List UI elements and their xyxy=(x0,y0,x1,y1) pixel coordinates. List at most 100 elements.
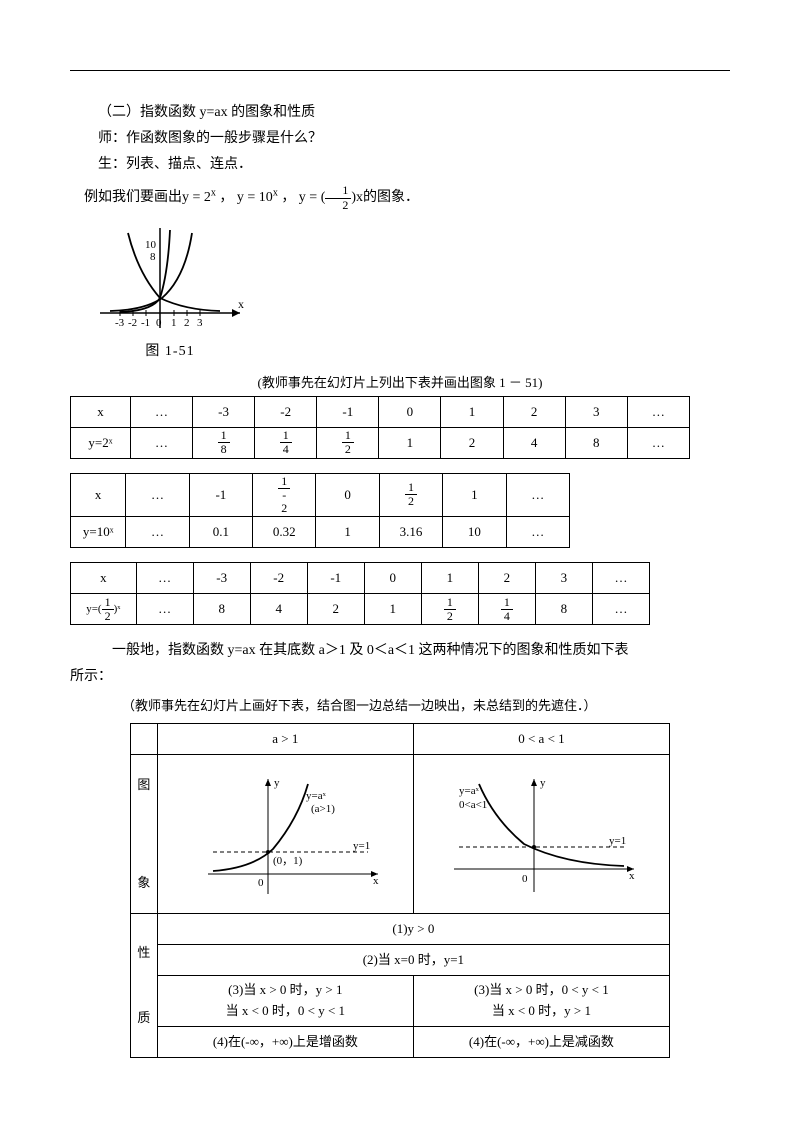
table-row: 性质 (1)y > 0 xyxy=(131,914,670,945)
side-prop-char2: 质 xyxy=(137,1010,150,1025)
example-text-4: )x的图象． xyxy=(351,190,419,205)
figure-caption: (教师事先在幻灯片上列出下表并画出图象 1 － 51) xyxy=(70,372,730,394)
cell: 0 xyxy=(316,473,379,517)
cell: -2 xyxy=(255,396,317,427)
svg-text:(0，1): (0，1) xyxy=(273,855,303,867)
table-halfx: x … -3 -2 -1 0 1 2 3 … y=(12)ˣ … 8 4 2 1… xyxy=(70,562,650,625)
cell: 8 xyxy=(535,594,592,625)
cell: … xyxy=(130,396,192,427)
cell: 8 xyxy=(193,594,250,625)
example-text-3: ， y = ( xyxy=(278,190,326,205)
cell-x-label: x xyxy=(71,396,131,427)
cell: 1 xyxy=(421,563,478,594)
table-10x: x … -1 1-2 0 12 1 … y=10ˣ … 0.1 0.32 1 3… xyxy=(70,473,570,549)
cell: … xyxy=(627,396,689,427)
svg-text:y=aˣ: y=aˣ xyxy=(306,790,327,802)
svg-text:0: 0 xyxy=(522,873,528,885)
cell: 2 xyxy=(478,563,535,594)
col-header-a-gt-1: a > 1 xyxy=(157,723,413,754)
cell: 10 xyxy=(443,517,506,548)
prop-row-4b: (4)在(-∞，+∞)上是减函数 xyxy=(413,1026,669,1057)
cell: -1 xyxy=(307,563,364,594)
svg-text:2: 2 xyxy=(184,317,190,329)
svg-text:x: x xyxy=(238,297,244,311)
prop-row-4a: (4)在(-∞，+∞)上是增函数 xyxy=(157,1026,413,1057)
table-row: y=2ˣ … 18 14 12 1 2 4 8 … xyxy=(71,427,690,458)
table-row: x … -3 -2 -1 0 1 2 3 … xyxy=(71,563,650,594)
prop-row-3b: (3)当 x > 0 时，0 < y < 1当 x < 0 时，y > 1 xyxy=(413,976,669,1027)
cell: 8 xyxy=(565,427,627,458)
general-note: （教师事先在幻灯片上画好下表，结合图一边总结一边映出，未总结到的先遮住．） xyxy=(96,695,730,717)
cell: 0.32 xyxy=(253,517,316,548)
cell: 18 xyxy=(193,427,255,458)
table-row: (2)当 x=0 时，y=1 xyxy=(131,945,670,976)
svg-text:1: 1 xyxy=(171,317,177,329)
prop-row-3a: (3)当 x > 0 时，y > 1当 x < 0 时，0 < y < 1 xyxy=(157,976,413,1027)
svg-text:x: x xyxy=(373,875,379,887)
svg-text:-2: -2 xyxy=(128,317,137,329)
svg-text:8: 8 xyxy=(150,251,156,263)
cell: … xyxy=(126,473,189,517)
figure-1-51: -3 -2 -1 0 1 2 3 x 10 8 图 1-51 xyxy=(90,218,250,364)
cell: 1 xyxy=(316,517,379,548)
cell: 2 xyxy=(441,427,503,458)
example-text-1: 例如我们要画出y = 2 xyxy=(84,190,211,205)
cell: … xyxy=(130,427,192,458)
example-line: 例如我们要画出y = 2x ， y = 10x ， y = (12)x的图象． xyxy=(70,184,730,211)
table-row: a > 1 0 < a < 1 xyxy=(131,723,670,754)
table-row: y=(12)ˣ … 8 4 2 1 12 14 8 … xyxy=(71,594,650,625)
cell: 4 xyxy=(250,594,307,625)
col-header-a-lt-1: 0 < a < 1 xyxy=(413,723,669,754)
cell: 14 xyxy=(255,427,317,458)
side-graph-label: 图象 xyxy=(131,755,158,914)
cell: 1-2 xyxy=(253,473,316,517)
side-graph-char1: 图 xyxy=(137,777,150,792)
general-para: 一般地，指数函数 y=ax 在其底数 a＞1 及 0＜a＜1 这两种情况下的图象… xyxy=(70,639,730,663)
cell: … xyxy=(627,427,689,458)
cell: 3.16 xyxy=(379,517,442,548)
cell: … xyxy=(136,594,193,625)
svg-text:y=1: y=1 xyxy=(353,840,370,852)
side-graph-char2: 象 xyxy=(137,875,150,890)
cell: 3 xyxy=(535,563,592,594)
example-text-2: ， y = 10 xyxy=(216,190,273,205)
cell: 0 xyxy=(364,563,421,594)
cell: … xyxy=(126,517,189,548)
svg-text:y=1: y=1 xyxy=(609,835,626,847)
table-row: y=10ˣ … 0.1 0.32 1 3.16 10 … xyxy=(71,517,570,548)
svg-text:y=aˣ: y=aˣ xyxy=(459,785,480,797)
top-rule xyxy=(70,70,730,71)
svg-text:x: x xyxy=(629,870,635,882)
cell: … xyxy=(136,563,193,594)
svg-text:-1: -1 xyxy=(141,317,150,329)
cell: 1 xyxy=(379,427,441,458)
cell: -3 xyxy=(193,396,255,427)
cell: … xyxy=(506,517,569,548)
cell: 12 xyxy=(317,427,379,458)
svg-text:0: 0 xyxy=(258,877,264,889)
cell: -1 xyxy=(189,473,252,517)
cell: 2 xyxy=(307,594,364,625)
cell: 1 xyxy=(443,473,506,517)
side-prop-char1: 性 xyxy=(137,945,150,960)
cell: 0 xyxy=(379,396,441,427)
half-fraction: 12 xyxy=(325,184,351,211)
cell: 4 xyxy=(503,427,565,458)
side-prop-label: 性质 xyxy=(131,914,158,1058)
cell-y-label: y=2ˣ xyxy=(71,427,131,458)
cell: -1 xyxy=(317,396,379,427)
cell: 1 xyxy=(364,594,421,625)
svg-text:0: 0 xyxy=(156,317,162,329)
section-heading: （二）指数函数 y=ax 的图象和性质 xyxy=(70,101,730,125)
cell: 14 xyxy=(478,594,535,625)
cell: … xyxy=(592,563,649,594)
table-row: 图象 y=1 y=aˣ (a>1) (0，1) 0 x y xyxy=(131,755,670,914)
cell: 2 xyxy=(503,396,565,427)
svg-text:-3: -3 xyxy=(115,317,125,329)
figure-label: 图 1-51 xyxy=(90,340,250,364)
prop-row-1: (1)y > 0 xyxy=(157,914,669,945)
cell-x-label: x xyxy=(71,473,126,517)
teacher-line: 师：作函数图象的一般步骤是什么？ xyxy=(70,127,730,151)
svg-text:y: y xyxy=(274,777,280,789)
svg-text:3: 3 xyxy=(197,317,203,329)
